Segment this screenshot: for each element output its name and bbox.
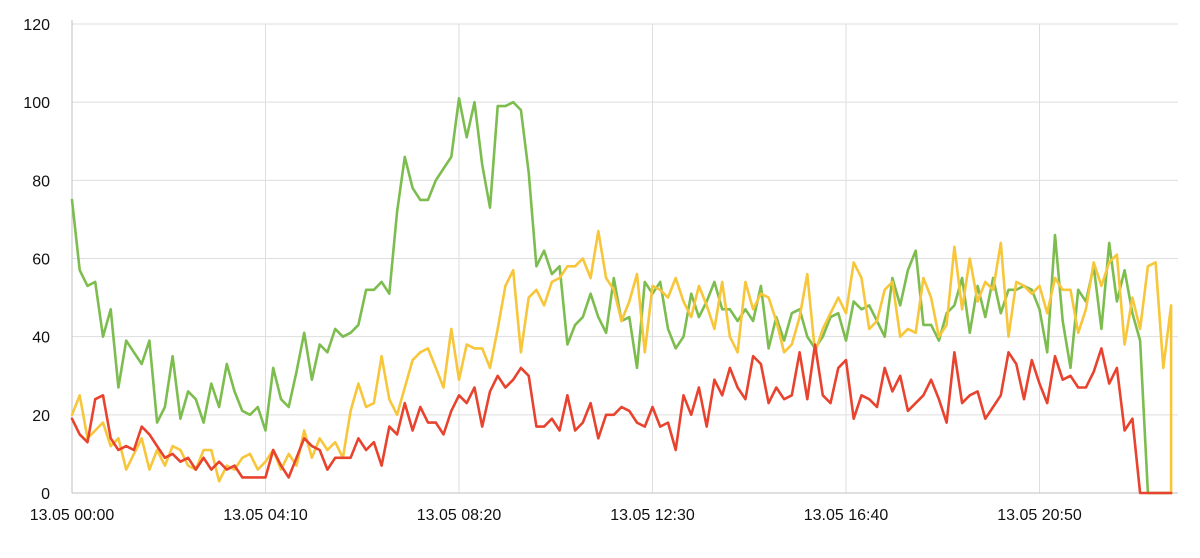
- y-tick-label: 0: [41, 486, 50, 503]
- x-tick-label: 13.05 04:10: [223, 507, 308, 524]
- y-tick-label: 20: [32, 408, 50, 425]
- series-layer: [70, 97, 1173, 495]
- x-tick-label: 13.05 00:00: [30, 507, 115, 524]
- series-line-yellow: [70, 229, 1173, 495]
- y-tick-label: 40: [32, 330, 50, 347]
- x-tick-label: 13.05 08:20: [417, 507, 502, 524]
- x-tick-label: 13.05 20:50: [997, 507, 1082, 524]
- grid-layer: [72, 23, 1178, 493]
- axis-layer: 0 20 40 60 80 100 120 13.05 00:00 13.05 04:10 13.…: [23, 17, 1178, 524]
- x-tick-label: 13.05 16:40: [804, 507, 889, 524]
- y-tick-label: 60: [32, 252, 50, 269]
- series-line-red: [70, 343, 1173, 495]
- y-tick-label: 120: [23, 17, 50, 34]
- y-tick-label: 100: [23, 95, 50, 112]
- x-tick-label: 13.05 12:30: [610, 507, 695, 524]
- y-tick-label: 80: [32, 173, 50, 190]
